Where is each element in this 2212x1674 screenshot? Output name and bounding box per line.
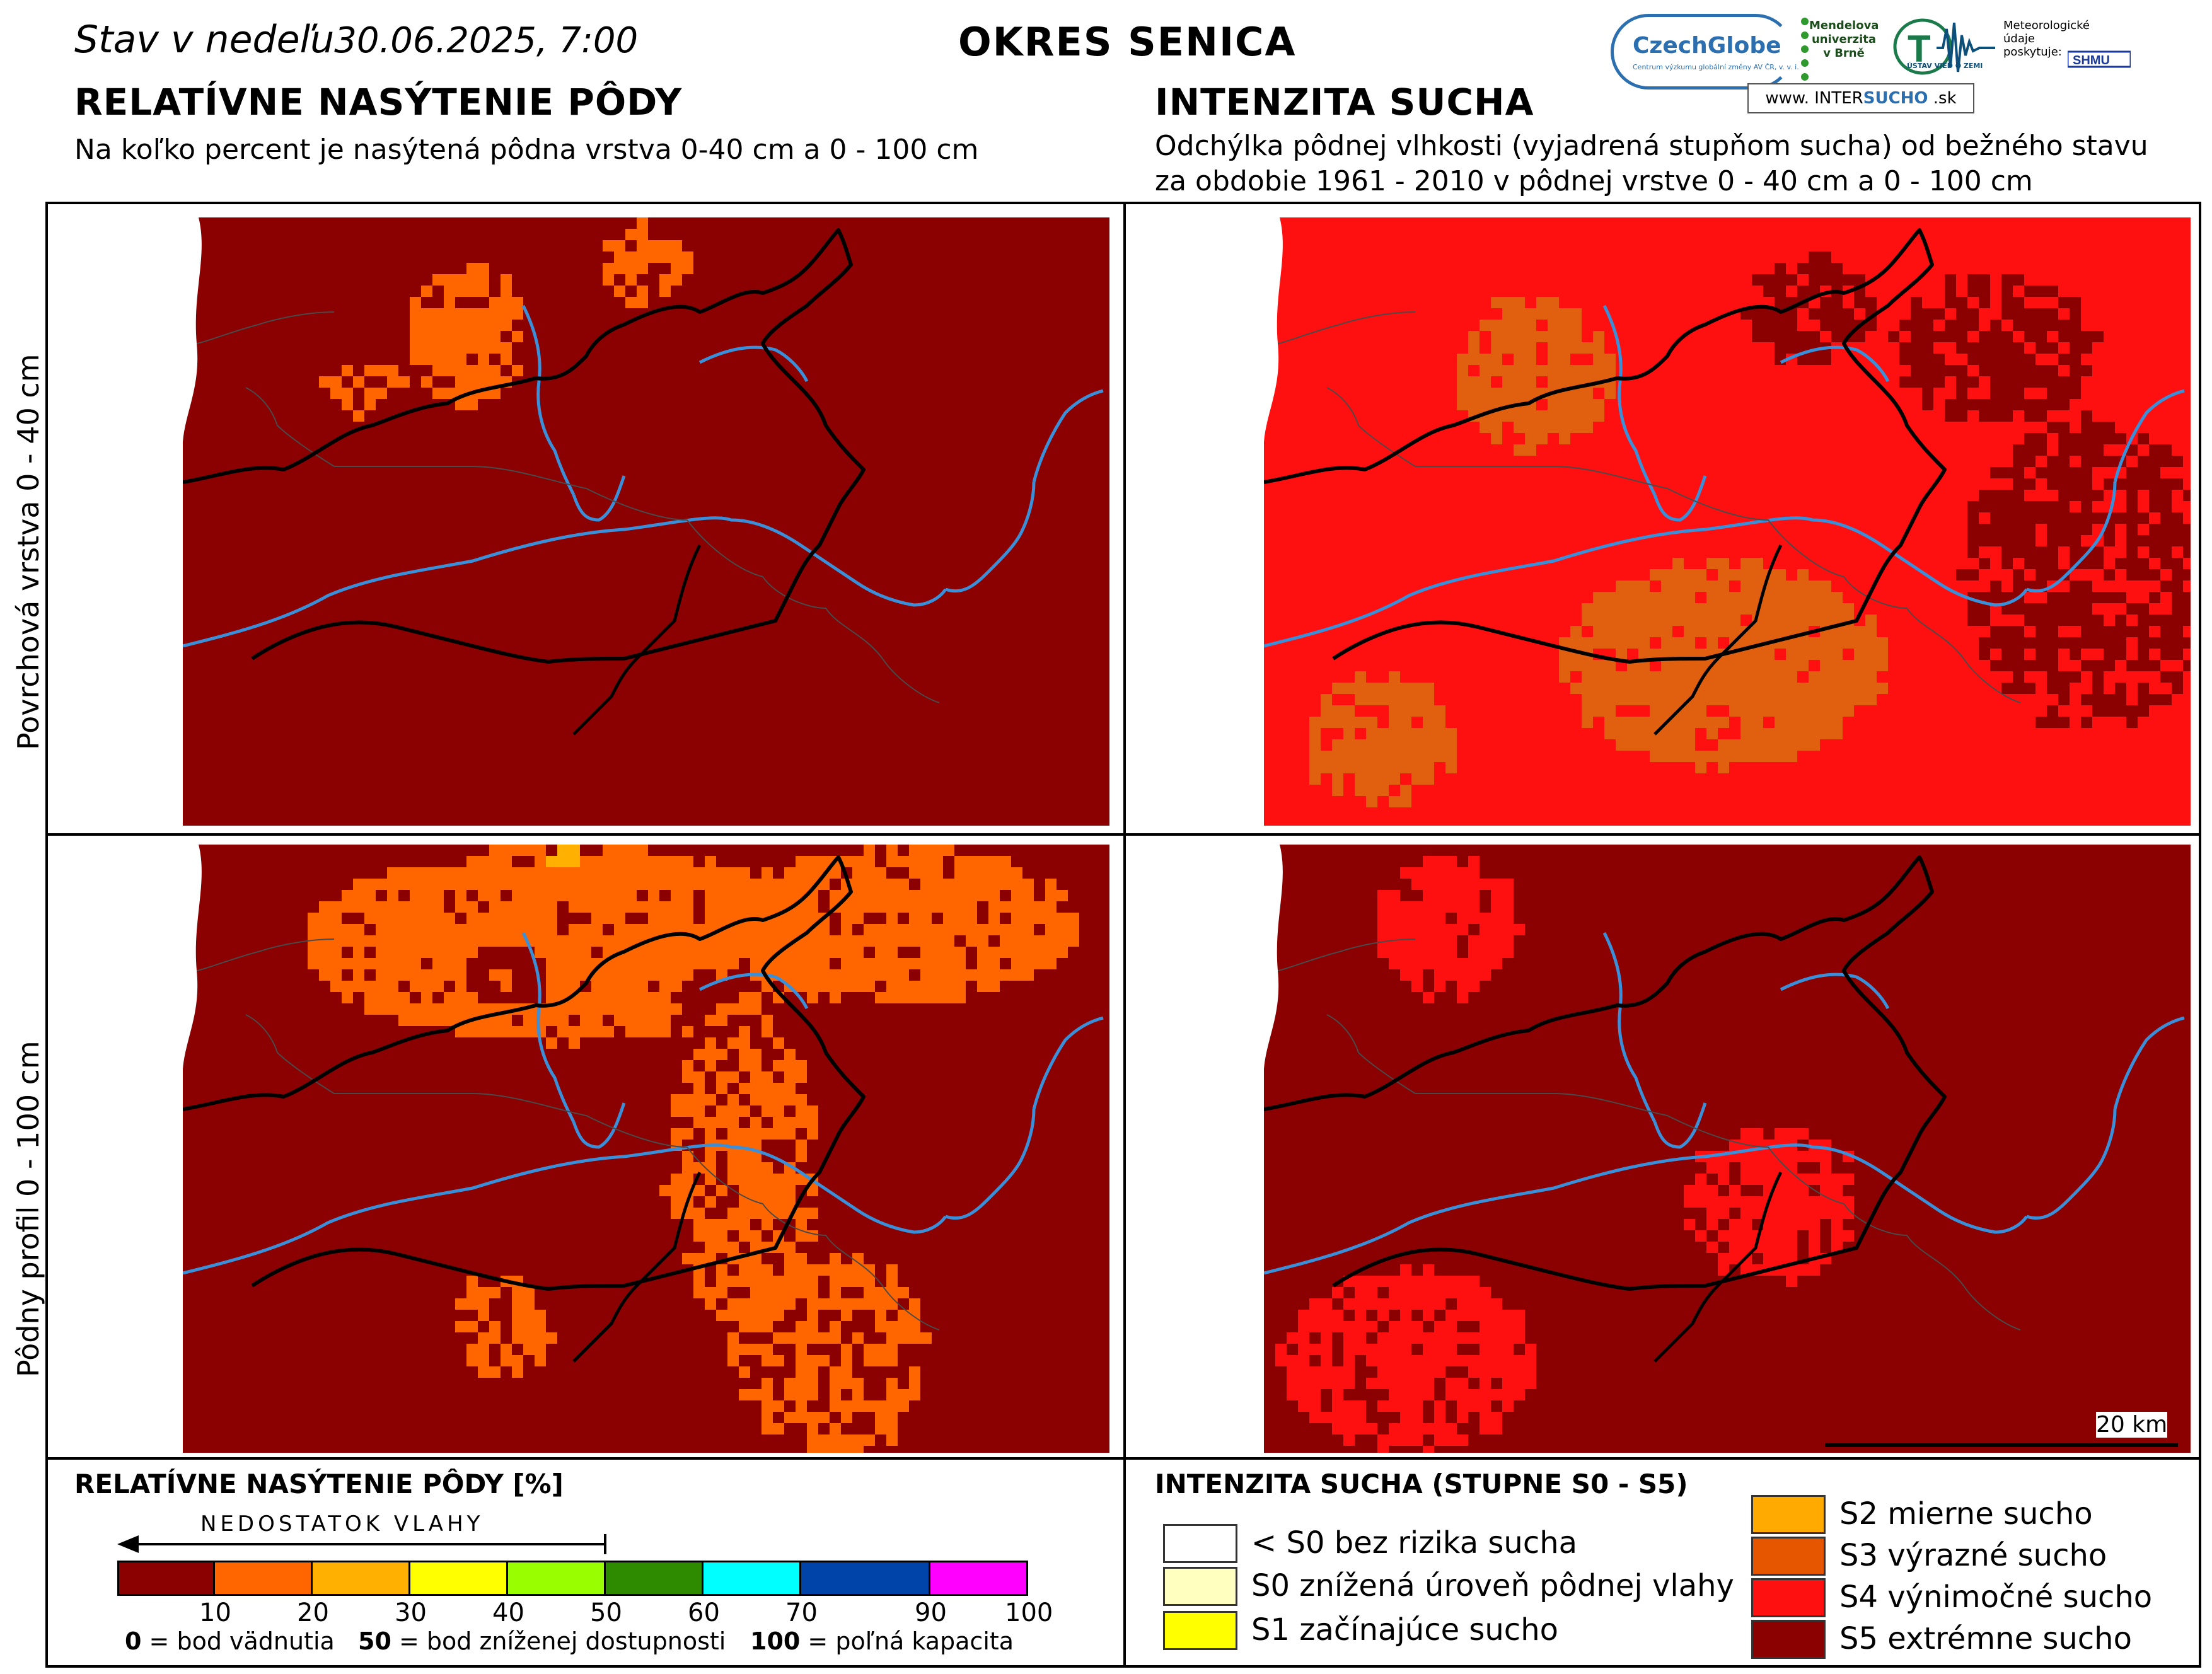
drought-swatch-4 (1751, 1537, 1826, 1576)
intersucho-post: .sk (1928, 89, 1957, 108)
scale-bar-label: 20 km (2096, 1412, 2168, 1438)
drought-swatch-5 (1751, 1578, 1826, 1617)
map-saturation-0-40 (183, 217, 1109, 826)
saturation-swatch-5 (604, 1561, 704, 1596)
svg-text:T: T (1908, 28, 1931, 70)
scale-bar-line (1825, 1443, 2178, 1447)
drought-swatch-6 (1751, 1620, 1826, 1659)
meteo-provider-text: Meteorologické údaje poskytuje: (2003, 19, 2090, 59)
mendel-logo-icon (1801, 18, 1809, 81)
right-section-title: INTENZITA SUCHA (1155, 81, 1534, 124)
czechglobe-logo-subtext: Centrum výzkumu globální změny AV ČR, v.… (1633, 63, 1799, 71)
czechglobe-logo-text: CzechGlobe (1633, 33, 1781, 59)
drought-swatch-1 (1163, 1567, 1237, 1606)
ustav-logo-icon: T (1893, 18, 1995, 75)
saturation-tick-8: 100 (1005, 1598, 1053, 1627)
map-intensity-0-40 (1264, 217, 2191, 826)
intersucho-pre: www. INTER (1765, 89, 1863, 108)
saturation-tick-6: 70 (785, 1598, 818, 1627)
saturation-swatch-1 (213, 1561, 313, 1596)
saturation-tick-2: 30 (395, 1598, 427, 1627)
drought-label-1: S0 znížená úroveň pôdnej vlahy (1251, 1568, 1734, 1603)
map-saturation-0-100 (183, 845, 1109, 1453)
district-title: OKRES SENICA (958, 19, 1297, 65)
drought-label-3: S2 mierne sucho (1839, 1496, 2093, 1532)
date-value: 30.06.2025, 7:00 (334, 20, 639, 61)
row-label-top: Povrchová vrstva 0 - 40 cm (11, 354, 45, 750)
moisture-deficit-arrow-icon (117, 1534, 606, 1554)
drought-label-5: S4 výnimočné sucho (1839, 1579, 2153, 1615)
legend-note-capacity: 100 = poľná kapacita (750, 1627, 1014, 1655)
svg-text:SHMU: SHMU (2073, 54, 2110, 67)
panel-divider-vertical (1123, 202, 1126, 1668)
saturation-legend-title: RELATÍVNE NASÝTENIE PÔDY [%] (74, 1469, 564, 1499)
right-section-subtitle-2: za obdobie 1961 - 2010 v pôdnej vrstve 0… (1155, 165, 2033, 197)
drought-swatch-0 (1163, 1524, 1237, 1563)
saturation-swatch-6 (702, 1561, 801, 1596)
saturation-swatch-0 (117, 1561, 215, 1596)
legend-note-wilting: 0 = bod vädnutia (125, 1627, 335, 1655)
ustav-logo-text: ÚSTAV VIED O ZEMI (1907, 62, 1983, 70)
saturation-swatch-7 (799, 1561, 930, 1596)
saturation-swatch-2 (311, 1561, 410, 1596)
left-section-subtitle: Na koľko percent je nasýtená pôdna vrstv… (74, 134, 979, 166)
intersucho-logo: www. INTERSUCHO .sk (1747, 83, 1974, 113)
left-section-title: RELATÍVNE NASÝTENIE PÔDY (74, 81, 683, 124)
drought-label-4: S3 výrazné sucho (1839, 1538, 2107, 1573)
shmu-logo-icon: SHMU (2068, 50, 2131, 68)
saturation-tick-0: 10 (199, 1598, 231, 1627)
right-section-subtitle-1: Odchýlka pôdnej vlhkosti (vyjadrená stup… (1155, 130, 2148, 162)
saturation-tick-1: 20 (297, 1598, 329, 1627)
drought-label-2: S1 začínajúce sucho (1251, 1612, 1558, 1648)
panel-divider-legend (45, 1457, 2201, 1460)
saturation-tick-3: 40 (492, 1598, 524, 1627)
czechglobe-logo (1611, 14, 1793, 89)
mendel-logo-text: Mendelova univerzita v Brně (1809, 19, 1879, 60)
intersucho-bold: SUCHO (1863, 89, 1928, 108)
drought-label-6: S5 extrémne sucho (1839, 1621, 2132, 1656)
saturation-tick-4: 50 (590, 1598, 622, 1627)
saturation-swatch-3 (408, 1561, 508, 1596)
saturation-swatch-4 (506, 1561, 606, 1596)
drought-legend-title: INTENZITA SUCHA (STUPNE S0 - S5) (1155, 1469, 1688, 1499)
moisture-deficit-label: NEDOSTATOK VLAHY (200, 1511, 484, 1537)
saturation-swatch-8 (929, 1561, 1028, 1596)
panel-divider-middle (45, 833, 2201, 836)
legend-note-reduced: 50 = bod zníženej dostupnosti (358, 1627, 726, 1655)
drought-swatch-2 (1163, 1611, 1237, 1650)
saturation-tick-5: 60 (688, 1598, 720, 1627)
date-label: Stav v nedeľu (74, 18, 335, 62)
drought-label-0: < S0 bez rizika sucha (1251, 1525, 1578, 1561)
row-label-bottom: Pôdny profil 0 - 100 cm (11, 1041, 45, 1377)
saturation-tick-7: 90 (915, 1598, 947, 1627)
drought-swatch-3 (1751, 1495, 1826, 1534)
date-heading: Stav v nedeľu30.06.2025, 7:00 (74, 18, 638, 62)
map-intensity-0-100 (1264, 845, 2191, 1453)
